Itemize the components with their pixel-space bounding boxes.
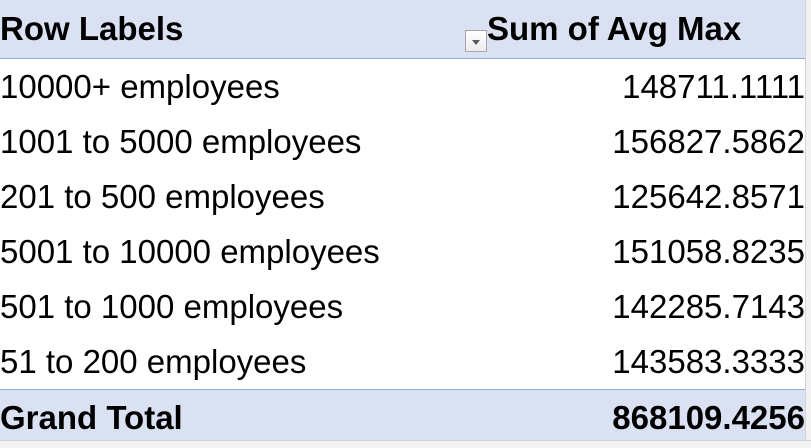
value-field-header-text: Sum of Avg Max bbox=[487, 10, 742, 47]
row-value-cell[interactable]: 125642.8571 bbox=[612, 177, 805, 215]
grand-total-label[interactable]: Grand Total bbox=[0, 389, 487, 445]
row-value-cell[interactable]: 148711.1111 bbox=[622, 67, 805, 105]
row-value-cell[interactable]: 156827.5862 bbox=[612, 122, 805, 160]
row-value-cell[interactable]: 142285.7143 bbox=[612, 287, 805, 325]
row-labels-header[interactable]: Row Labels bbox=[0, 0, 487, 59]
grand-total-value[interactable]: 868109.4256 bbox=[487, 389, 805, 445]
table-row[interactable]: 201 to 500 employees 125642.8571 bbox=[0, 169, 805, 224]
row-label-cell[interactable]: 5001 to 10000 employees bbox=[0, 232, 380, 270]
row-labels-header-text: Row Labels bbox=[0, 10, 184, 47]
table-row[interactable]: 51 to 200 employees 143583.3333 bbox=[0, 334, 805, 390]
grid-bottom-edge bbox=[0, 440, 811, 448]
row-value-cell[interactable]: 151058.8235 bbox=[612, 232, 805, 270]
table-row[interactable]: 5001 to 10000 employees 151058.8235 bbox=[0, 224, 805, 279]
pivot-header-row: Row Labels Sum of Avg Max bbox=[0, 0, 805, 59]
row-labels-filter-button[interactable] bbox=[465, 30, 487, 52]
row-label-cell[interactable]: 201 to 500 employees bbox=[0, 177, 325, 215]
row-label-cell[interactable]: 1001 to 5000 employees bbox=[0, 122, 362, 160]
grid-right-edge bbox=[805, 0, 811, 448]
row-label-cell[interactable]: 501 to 1000 employees bbox=[0, 287, 344, 325]
table-row[interactable]: 10000+ employees 148711.1111 bbox=[0, 59, 805, 115]
table-row[interactable]: 1001 to 5000 employees 156827.5862 bbox=[0, 114, 805, 169]
row-value-cell[interactable]: 143583.3333 bbox=[612, 342, 805, 380]
dropdown-filter-icon bbox=[472, 39, 480, 45]
value-field-header[interactable]: Sum of Avg Max bbox=[487, 0, 805, 59]
grand-total-row[interactable]: Grand Total 868109.4256 bbox=[0, 389, 805, 445]
row-label-cell[interactable]: 10000+ employees bbox=[0, 67, 280, 105]
row-label-cell[interactable]: 51 to 200 employees bbox=[0, 342, 307, 380]
table-row[interactable]: 501 to 1000 employees 142285.7143 bbox=[0, 279, 805, 334]
